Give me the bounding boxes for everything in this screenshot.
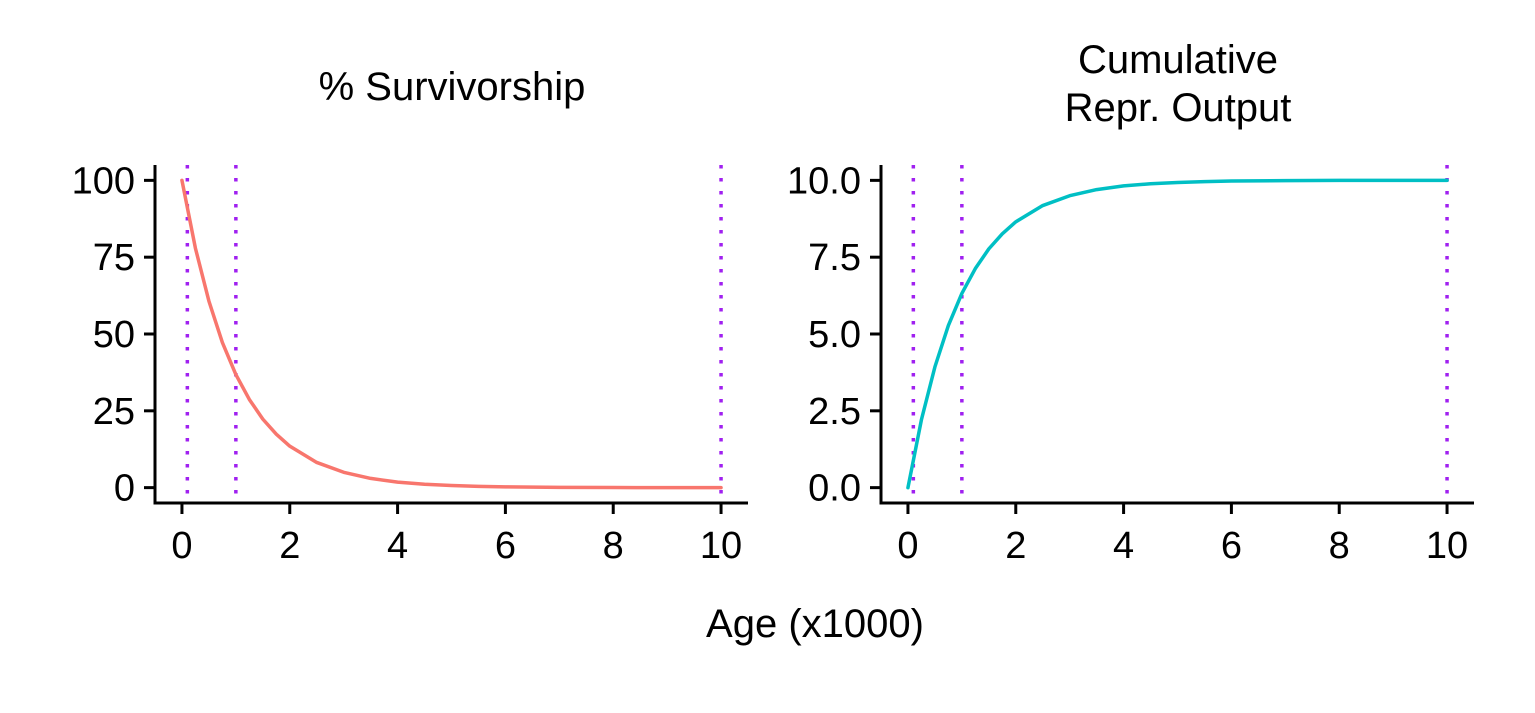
x-tick-label: 8 (1329, 525, 1350, 567)
x-tick-label: 4 (387, 525, 408, 567)
x-tick-label: 10 (1426, 525, 1468, 567)
y-tick-label: 25 (93, 391, 135, 433)
x-tick-label: 0 (171, 525, 192, 567)
series-line (906, 178, 1449, 490)
chart-title-line: % Survivorship (319, 65, 586, 109)
x-tick-label: 8 (603, 525, 624, 567)
x-tick-label: 2 (279, 525, 300, 567)
series-line (180, 178, 723, 490)
x-axis-label: Age (x1000) (706, 602, 924, 646)
y-tick-label: 2.5 (808, 391, 861, 433)
x-tick-label: 2 (1005, 525, 1026, 567)
y-tick-label: 7.5 (808, 237, 861, 279)
x-tick-label: 0 (897, 525, 918, 567)
x-tick-label: 6 (495, 525, 516, 567)
x-tick-label: 6 (1221, 525, 1242, 567)
y-tick-label: 10.0 (787, 160, 861, 202)
y-tick-label: 50 (93, 314, 135, 356)
y-tick-label: 0 (114, 468, 135, 510)
y-tick-label: 5.0 (808, 314, 861, 356)
y-tick-label: 0.0 (808, 468, 861, 510)
y-tick-label: 75 (93, 237, 135, 279)
chart-title-line: Repr. Output (1065, 86, 1292, 130)
x-tick-label: 4 (1113, 525, 1134, 567)
x-tick-label: 10 (700, 525, 742, 567)
y-tick-label: 100 (72, 160, 135, 202)
chart-title-line: Cumulative (1078, 38, 1278, 82)
